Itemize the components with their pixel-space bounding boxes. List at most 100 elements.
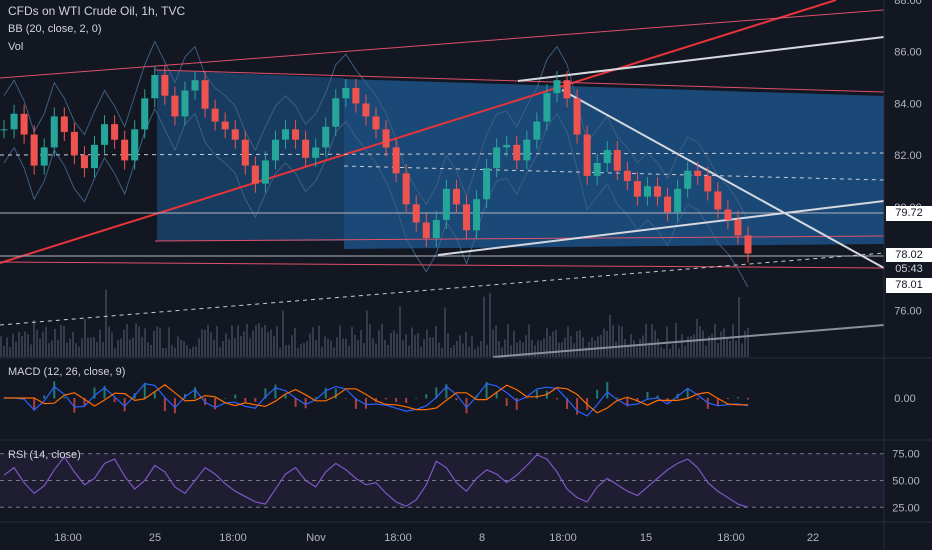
- lower-dashed-line: [0, 252, 885, 326]
- volume-bar: [303, 342, 305, 357]
- time-axis-tick: 22: [807, 532, 819, 544]
- volume-bar: [672, 344, 674, 357]
- candle-body: [70, 131, 78, 156]
- time-axis-tick: Nov: [306, 532, 326, 544]
- candle-body: [704, 175, 712, 192]
- volume-bar: [390, 332, 392, 357]
- candle-body: [90, 144, 99, 169]
- candle-body: [261, 160, 269, 184]
- candle-body: [352, 87, 360, 104]
- macd-histogram-bar: [43, 395, 46, 399]
- macd-histogram-bar: [254, 398, 257, 402]
- volume-bar: [48, 342, 50, 357]
- time-axis-tick: 18:00: [54, 532, 82, 544]
- main-legend-title[interactable]: CFDs on WTI Crude Oil, 1h, TVC: [8, 4, 186, 18]
- macd-histogram-bar: [364, 398, 367, 409]
- volume-bar: [168, 327, 170, 357]
- macd-histogram-bar: [525, 398, 528, 399]
- candle-body: [623, 170, 631, 182]
- macd-histogram-bar: [304, 398, 307, 409]
- volume-bar: [174, 347, 176, 357]
- volume-bar: [18, 331, 20, 357]
- macd-histogram-bar: [465, 398, 468, 414]
- macd-histogram-bar: [73, 398, 76, 413]
- volume-bar: [93, 337, 95, 357]
- volume-bar: [633, 340, 635, 357]
- volume-bar: [525, 335, 527, 357]
- volume-bar: [534, 345, 536, 357]
- volume-bar: [429, 337, 431, 357]
- volume-bar: [54, 328, 56, 357]
- volume-bar: [645, 323, 647, 357]
- volume-bar: [3, 345, 5, 357]
- volume-bar: [129, 339, 131, 357]
- candle-body: [251, 165, 259, 184]
- volume-bar: [396, 333, 398, 357]
- macd-histogram-bar: [83, 398, 86, 406]
- candle-body: [392, 147, 400, 174]
- candle-body: [553, 80, 561, 94]
- volume-bar: [420, 346, 422, 357]
- rsi-axis-tick: 25.00: [892, 502, 920, 514]
- candle-body: [80, 155, 88, 169]
- macd-histogram-bar: [505, 398, 508, 406]
- candle-body: [322, 126, 330, 148]
- candle-body: [452, 188, 460, 205]
- macd-histogram-bar: [214, 398, 217, 410]
- volume-bar: [333, 347, 335, 357]
- candle-body: [0, 129, 8, 131]
- macd-histogram-bar: [344, 398, 347, 399]
- candle-body: [573, 98, 581, 135]
- candle-body: [302, 139, 310, 158]
- volume-bar: [414, 335, 416, 357]
- volume-bar: [213, 339, 215, 357]
- volume-bar: [252, 330, 254, 357]
- volume-bar: [141, 336, 143, 357]
- macd-histogram-bar: [726, 398, 729, 400]
- bb-legend[interactable]: BB (20, close, 2, 0): [8, 23, 102, 35]
- volume-bar: [699, 326, 701, 357]
- candle-body: [382, 129, 390, 148]
- volume-bar: [297, 348, 299, 357]
- rsi-line: [3, 454, 749, 508]
- macd-histogram-bar: [515, 398, 518, 410]
- price-axis-tick: 76.00: [894, 305, 922, 317]
- volume-bar: [402, 340, 404, 357]
- macd-histogram-bar: [415, 397, 418, 399]
- volume-bar: [21, 336, 23, 357]
- macd-histogram-bar: [53, 381, 56, 399]
- macd-histogram-bar: [173, 398, 176, 414]
- candle-body: [60, 116, 68, 132]
- macd-legend[interactable]: MACD (12, 26, close, 9): [8, 366, 126, 378]
- volume-bar: [570, 336, 572, 357]
- candle-body: [181, 90, 189, 117]
- volume-bars: [0, 289, 749, 357]
- vol-legend[interactable]: Vol: [8, 41, 24, 53]
- macd-histogram-bar: [153, 391, 156, 399]
- rsi-legend[interactable]: RSI (14, close): [8, 449, 81, 461]
- volume-bar: [219, 347, 221, 357]
- candle-body: [603, 150, 611, 163]
- volume-bar: [375, 343, 377, 357]
- volume-bar: [558, 342, 560, 357]
- macd-histogram-bar: [596, 389, 599, 399]
- volume-bar: [276, 326, 278, 357]
- candle-body: [493, 147, 501, 169]
- candle-body: [231, 129, 239, 140]
- candle-body: [533, 121, 541, 140]
- volume-bar: [336, 337, 338, 357]
- candle-body: [20, 113, 28, 135]
- volume-bar: [510, 345, 512, 357]
- volume-bar: [600, 334, 602, 357]
- volume-bar: [483, 296, 485, 357]
- macd-histogram-bar: [103, 385, 106, 399]
- volume-bar: [714, 323, 716, 357]
- candle-body: [744, 235, 752, 254]
- volume-bar: [492, 329, 494, 357]
- volume-bar: [555, 329, 557, 357]
- candle-body: [271, 139, 279, 161]
- rsi-axis-tick: 50.00: [892, 476, 920, 488]
- volume-bar: [381, 323, 383, 357]
- candle-body: [161, 75, 169, 96]
